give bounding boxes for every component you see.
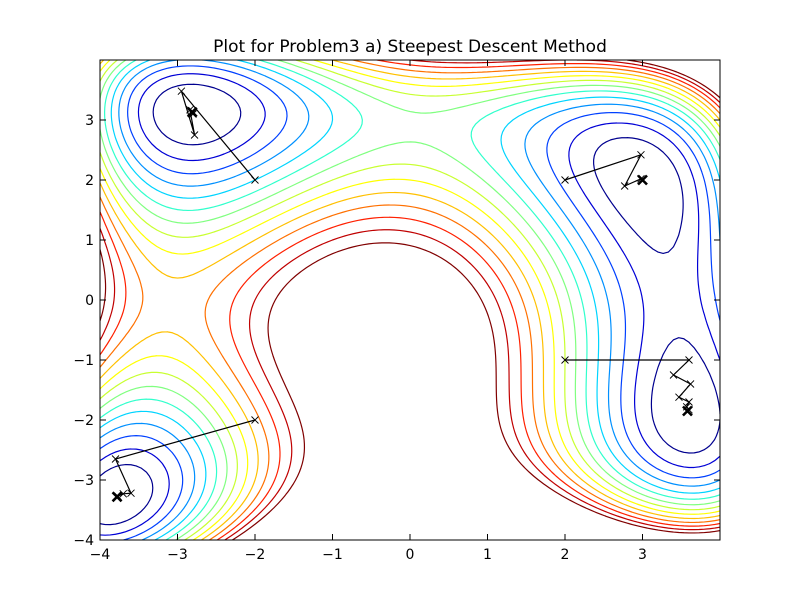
y-tick-label: 2 <box>85 173 94 189</box>
iterate-marker <box>675 393 683 402</box>
x-tick-label: −2 <box>245 547 266 563</box>
iterate-marker <box>669 371 678 379</box>
x-tick-label: −1 <box>322 547 343 563</box>
descent-path <box>111 416 259 503</box>
y-tick-label: 0 <box>85 293 94 309</box>
y-tick-label: −3 <box>73 473 94 489</box>
y-axis-ticks: −4 −3 −2 −1 0 1 2 3 <box>73 113 720 549</box>
iterate-marker <box>119 489 128 498</box>
y-tick-label: −2 <box>73 413 94 429</box>
contour-level-line <box>100 60 720 540</box>
contour-level-line <box>100 60 720 540</box>
x-tick-label: −3 <box>167 547 188 563</box>
final-point-marker <box>682 405 693 417</box>
iterate-marker <box>561 356 569 364</box>
y-tick-label: 3 <box>85 113 94 129</box>
iterate-marker <box>251 416 259 424</box>
descent-path <box>561 356 695 417</box>
contour-level-line <box>100 60 720 540</box>
descent-path <box>177 87 259 184</box>
iterate-marker <box>561 176 569 184</box>
x-tick-label: 3 <box>638 547 647 563</box>
descent-paths <box>111 87 695 503</box>
iterate-marker <box>127 489 135 498</box>
final-point-marker <box>186 106 198 118</box>
contour-level-line <box>100 60 720 540</box>
x-axis-ticks: −4 −3 −2 −1 0 1 2 3 <box>90 60 647 563</box>
contour-level-line <box>100 73 720 536</box>
iterate-marker <box>686 380 695 388</box>
descent-path <box>561 150 648 190</box>
final-point-marker <box>637 174 648 186</box>
x-tick-label: 1 <box>483 547 492 563</box>
x-tick-label: 0 <box>406 547 415 563</box>
iterate-marker <box>111 455 120 463</box>
iterate-marker <box>620 182 629 190</box>
contour-level-line <box>100 60 720 540</box>
contour-level-line <box>100 60 720 540</box>
contour-level-line <box>100 83 720 526</box>
chart-title: Plot for Problem3 a) Steepest Descent Me… <box>213 37 607 57</box>
x-tick-label: −4 <box>90 547 111 563</box>
iterate-marker <box>637 150 645 159</box>
contour-level-line <box>100 60 720 540</box>
iterate-marker <box>251 176 259 184</box>
iterate-marker <box>190 131 199 139</box>
contour-level-line <box>100 60 720 540</box>
final-point-marker <box>111 491 123 503</box>
y-tick-label: −4 <box>73 533 94 549</box>
contour-level-line <box>100 60 720 540</box>
x-tick-label: 2 <box>561 547 570 563</box>
contour-level-line <box>100 60 720 540</box>
contour-lines <box>100 60 720 540</box>
iterate-marker <box>685 398 693 406</box>
y-tick-label: 1 <box>85 233 94 249</box>
iterate-marker <box>685 356 693 364</box>
iterate-marker <box>177 87 186 96</box>
y-tick-label: −1 <box>73 353 94 369</box>
